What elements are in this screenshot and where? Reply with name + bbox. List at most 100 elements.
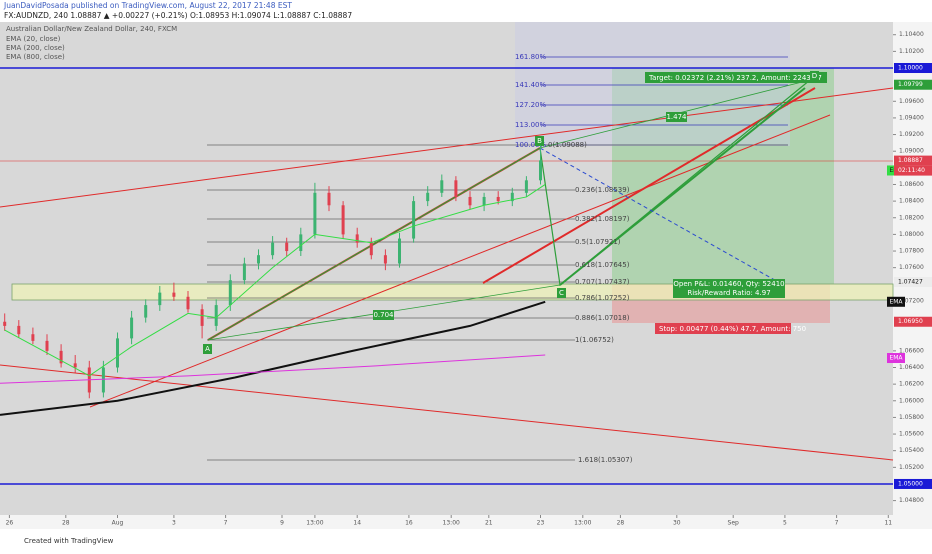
pl-label: Open P&L: 0.01460, Qty: 52410 — [673, 280, 784, 288]
fib-label: 1(1.06752) — [575, 336, 614, 344]
ratio-box — [666, 112, 687, 122]
price-tag-label: 1.08887 — [898, 157, 923, 164]
candle-body — [130, 317, 134, 339]
y-tick-label: 1.09000 — [899, 148, 924, 155]
candle-body — [398, 238, 401, 264]
candle-body — [214, 305, 218, 326]
publisher: JuanDavidPosada published on TradingView… — [3, 1, 292, 10]
fib-label: 0.382(1.08197) — [575, 215, 630, 223]
price-tag — [894, 277, 932, 288]
quote: FX:AUDNZD, 240 1.08887 ▲ +0.00227 (+0.21… — [4, 11, 352, 20]
candle-body — [524, 180, 528, 193]
candle-body — [271, 242, 275, 256]
y-tick-label: 1.08400 — [899, 198, 924, 205]
fib-label: 1.618(1.05307) — [578, 456, 633, 464]
target-label: Target: 0.02372 (2.21%) 237.2, Amount: 2… — [648, 74, 822, 82]
ema-line — [0, 300, 546, 416]
x-tick-label: 21 — [485, 520, 493, 527]
candle-body — [285, 242, 289, 252]
price-axis — [893, 22, 932, 515]
candle-body — [116, 338, 119, 368]
candle-body — [412, 201, 416, 239]
candle-body — [3, 321, 7, 326]
point-box — [203, 344, 212, 354]
price-tag — [894, 79, 932, 90]
x-tick-label: Sep — [728, 520, 740, 527]
candle-body — [369, 242, 373, 256]
arrow — [559, 87, 806, 286]
x-tick-label: 28 — [62, 520, 70, 527]
legend-entry: EMA (200, close) — [6, 44, 65, 52]
candle-body — [454, 180, 458, 197]
x-tick-label: 13:00 — [574, 520, 591, 527]
fib-label: 161.80% — [515, 53, 546, 61]
candle-body — [101, 367, 105, 393]
ema-line — [4, 184, 546, 377]
y-tick-label: 1.06000 — [899, 397, 924, 404]
y-tick-label: 1.04800 — [899, 497, 924, 504]
candle-body — [45, 340, 49, 351]
ema-tag-box — [887, 296, 905, 307]
point-box — [810, 71, 819, 81]
y-tick-label: 1.05200 — [899, 464, 924, 471]
y-tick-label: 1.09600 — [899, 98, 924, 105]
price-tag — [894, 316, 932, 327]
ema-tag: EMA — [889, 355, 903, 362]
candle-body — [510, 192, 514, 202]
x-tick-label: 23 — [537, 520, 545, 527]
candle-body — [242, 263, 246, 281]
point-label: B — [537, 137, 542, 145]
y-tick-label: 1.05800 — [899, 414, 924, 421]
ema-tag: EMA — [889, 298, 903, 305]
point-label: C — [559, 289, 564, 297]
x-tick-label: 13:00 — [443, 520, 460, 527]
y-tick-label: 1.06600 — [899, 347, 924, 354]
x-tick-label: 9 — [280, 520, 284, 527]
candle-body — [172, 292, 176, 297]
x-tick-label: 5 — [783, 520, 787, 527]
fib-label: 100.00% — [515, 141, 546, 149]
target-pill — [645, 72, 827, 83]
x-tick-label: Aug — [112, 520, 124, 527]
y-tick-label: 1.09400 — [899, 114, 924, 121]
x-tick-label: 30 — [673, 520, 681, 527]
trend-line — [0, 87, 894, 208]
candle-body — [426, 192, 430, 202]
price-tag — [894, 63, 932, 74]
candle-body — [440, 180, 444, 193]
candle-body — [313, 192, 317, 235]
candle-body — [257, 255, 260, 264]
candle-body — [186, 296, 190, 310]
fib-label: 0.886(1.07018) — [575, 314, 630, 322]
price-tag — [894, 155, 932, 166]
candle-body — [482, 196, 486, 206]
point-label: A — [205, 345, 210, 353]
candle-body — [539, 160, 542, 181]
projection — [539, 147, 781, 284]
trend-line — [0, 364, 894, 461]
fib-label: 0.707(1.07437) — [575, 278, 630, 286]
y-tick-label: 1.08600 — [899, 181, 924, 188]
legend-entry: EMA (20, close) — [6, 35, 61, 43]
y-tick-label: 1.09200 — [899, 131, 924, 138]
y-tick-label: 1.07600 — [899, 264, 924, 271]
fib-label: 0.618(1.07645) — [575, 261, 630, 269]
price-tag-label: 1.05000 — [898, 480, 923, 487]
candle-body — [383, 255, 387, 264]
price-tag-label: 1.10000 — [898, 65, 923, 72]
x-tick-label: 7 — [835, 520, 839, 527]
price-tag-label: 1.09799 — [898, 81, 923, 88]
fib-label: 0(1.09088) — [548, 141, 587, 149]
point-label: D — [812, 72, 817, 80]
chart-title: Australian Dollar/New Zealand Dollar, 24… — [6, 25, 177, 33]
x-tick-label: 14 — [353, 520, 361, 527]
x-tick-label: 16 — [405, 520, 413, 527]
support-zone — [11, 283, 894, 301]
legend-entry: EMA (800, close) — [6, 53, 65, 61]
fib-label: 141.40% — [515, 81, 546, 89]
point-box — [557, 288, 566, 298]
abcd-lines — [207, 79, 811, 341]
candle-body — [355, 234, 359, 243]
candle-body — [73, 363, 77, 368]
